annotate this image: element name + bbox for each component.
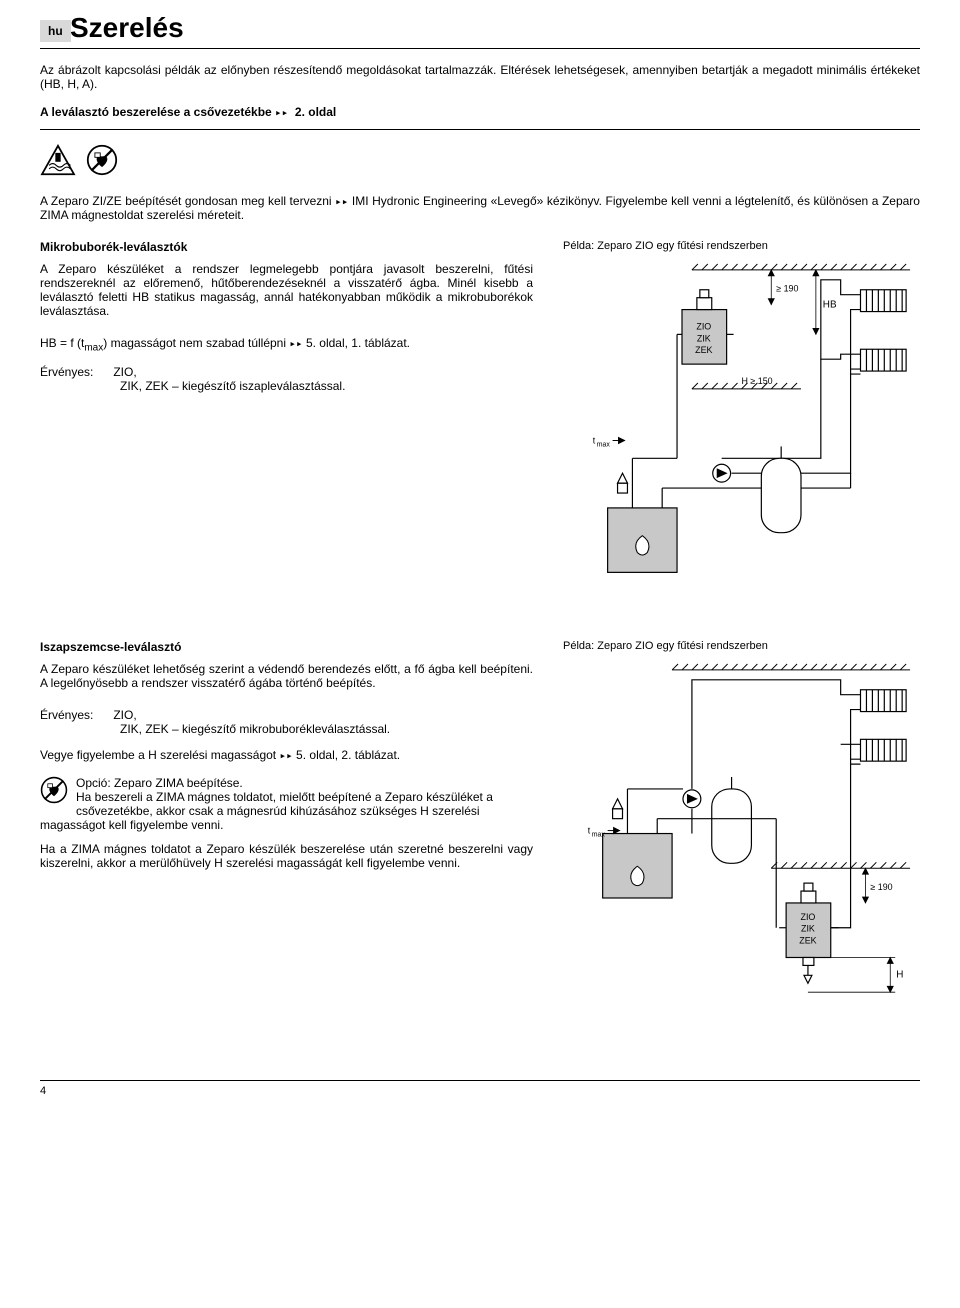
zima-option-title: Opció: Zeparo ZIMA beépítése. [76, 776, 243, 790]
hb-ref: 5. oldal, 1. táblázat. [303, 336, 410, 350]
dim-190-b: ≥ 190 [870, 882, 892, 892]
sludge-paragraph: A Zeparo készüléket lehetőség szerint a … [40, 662, 533, 690]
plan-text-1: A Zeparo ZI/ZE beépítését gondosan meg k… [40, 194, 335, 208]
tmax-label: t [588, 826, 591, 836]
page-number: 4 [40, 1085, 920, 1097]
hb-formula-line: HB = f (tmax) magasságot nem szabad túll… [40, 336, 533, 353]
dim-190: ≥ 190 [776, 284, 798, 294]
install-ref-line: A leválasztó beszerelése a csővezetékbe … [40, 105, 920, 119]
device-label-zik: ZIK [801, 924, 815, 934]
valid-item-2: ZIK, ZEK – kiegészítő iszapleválasztássa… [120, 379, 533, 393]
forward-icon: ▸▸ [289, 337, 302, 350]
forward-icon: ▸▸ [335, 195, 348, 208]
zima-option-p2: Ha a ZIMA mágnes toldatot a Zeparo készü… [40, 842, 533, 870]
device-label-zek: ZEK [695, 345, 712, 355]
device-label-zek: ZEK [799, 936, 816, 946]
h-ref-line: Vegye figyelembe a H szerelési magasságo… [40, 748, 533, 762]
sludge-section-title: Iszapszemcse-leválasztó [40, 640, 533, 654]
footer-rule [40, 1080, 920, 1081]
language-badge: hu [40, 20, 71, 42]
sludge-valid-block: Érvényes: ZIO, ZIK, ZEK – kiegészítő mik… [40, 708, 533, 736]
device-label-zik: ZIK [697, 333, 711, 343]
hb-pre: HB = f (t [40, 336, 84, 350]
hb-sub: max [84, 342, 103, 353]
dim-hb: HB [823, 300, 837, 311]
no-pacemaker-icon [40, 776, 68, 804]
valid-label: Érvényes: [40, 708, 110, 722]
plan-ref: IMI Hydronic Engineering «Levegő» kézikö… [348, 194, 602, 208]
diagram1-caption: Példa: Zeparo ZIO egy fűtési rendszerben [563, 240, 920, 252]
h-ref: 5. oldal, 2. táblázat. [293, 748, 400, 762]
valid-item-1: ZIO, [113, 708, 136, 722]
hb-post: ) magasságot nem szabad túllépni [103, 336, 289, 350]
dim-h150: H ≥ 150 [742, 376, 773, 386]
install-ref-page: 2. oldal [295, 105, 336, 119]
device-label-zio: ZIO [696, 321, 711, 331]
device-label-zio: ZIO [801, 912, 816, 922]
micro-valid-block: Érvényes: ZIO, ZIK, ZEK – kiegészítő isz… [40, 365, 533, 393]
intro-paragraph: Az ábrázolt kapcsolási példák az előnybe… [40, 63, 920, 91]
zima-option-block: Opció: Zeparo ZIMA beépítése. Ha beszere… [40, 776, 533, 832]
valid-item-2: ZIK, ZEK – kiegészítő mikrobuboréklevála… [120, 722, 533, 736]
heating-system-diagram-2: t max ZIO ZIK [563, 660, 920, 997]
page-title: Szerelés [70, 12, 920, 44]
forward-icon: ▸▸ [279, 749, 292, 762]
install-rule [40, 129, 920, 130]
diagram2-caption: Példa: Zeparo ZIO egy fűtési rendszerben [563, 640, 920, 652]
micro-paragraph: A Zeparo készüléket a rendszer legmelege… [40, 262, 533, 318]
zima-option-p1: Ha beszereli a ZIMA mágnes toldatot, mie… [40, 790, 493, 832]
no-pacemaker-icon [84, 144, 120, 176]
tmax-sub: max [597, 441, 611, 448]
warning-triangle-icon [40, 144, 76, 176]
forward-icon: ▸▸ [275, 106, 295, 119]
planning-paragraph: A Zeparo ZI/ZE beépítését gondosan meg k… [40, 194, 920, 222]
tmax-sub: max [592, 832, 606, 839]
title-rule [40, 48, 920, 49]
valid-label: Érvényes: [40, 365, 110, 379]
dim-h: H [896, 970, 903, 981]
micro-section-title: Mikrobuborék-leválasztók [40, 240, 533, 254]
tmax-label: t [593, 435, 596, 445]
install-ref-text: A leválasztó beszerelése a csővezetékbe [40, 105, 272, 119]
h-pre: Vegye figyelembe a H szerelési magasságo… [40, 748, 279, 762]
heating-system-diagram-1: ZIO ZIK ZEK ≥ 190 HB H ≥ 150 [563, 260, 920, 577]
valid-item-1: ZIO, [113, 365, 136, 379]
